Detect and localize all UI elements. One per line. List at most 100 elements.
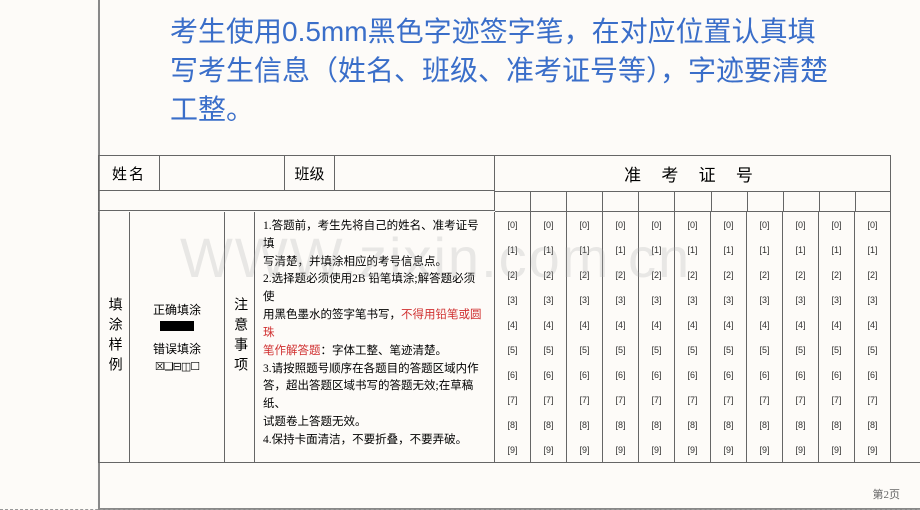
bubble-cell[interactable]: [5] [495,337,530,362]
bubble-cell[interactable]: [0] [638,212,674,237]
bubble-cell[interactable]: [3] [818,287,854,312]
bubble-cell[interactable]: [6] [818,362,854,387]
bubble-cell[interactable]: [7] [710,387,746,412]
bubble-cell[interactable]: [8] [818,412,854,437]
bubble-cell[interactable]: [1] [602,237,638,262]
bubble-cell[interactable]: [4] [638,312,674,337]
bubble-cell[interactable]: [7] [674,387,710,412]
bubble-cell[interactable]: [9] [818,437,854,462]
bubble-cell[interactable]: [3] [638,287,674,312]
bubble-cell[interactable]: [8] [710,412,746,437]
bubble-cell[interactable]: [9] [746,437,782,462]
bubble-cell[interactable]: [3] [710,287,746,312]
admission-digit-cell[interactable] [819,192,855,211]
bubble-cell[interactable]: [5] [638,337,674,362]
bubble-cell[interactable]: [1] [495,237,530,262]
bubble-cell[interactable]: [5] [746,337,782,362]
bubble-cell[interactable]: [5] [602,337,638,362]
bubble-cell[interactable]: [0] [710,212,746,237]
bubble-cell[interactable]: [0] [746,212,782,237]
bubble-cell[interactable]: [4] [674,312,710,337]
class-field[interactable] [335,156,495,190]
bubble-cell[interactable]: [0] [566,212,602,237]
bubble-cell[interactable]: [1] [782,237,818,262]
bubble-cell[interactable]: [2] [674,262,710,287]
bubble-cell[interactable]: [7] [638,387,674,412]
bubble-cell[interactable]: [6] [854,362,890,387]
bubble-cell[interactable]: [7] [495,387,530,412]
bubble-cell[interactable]: [6] [602,362,638,387]
bubble-cell[interactable]: [8] [602,412,638,437]
bubble-cell[interactable]: [9] [566,437,602,462]
bubble-cell[interactable]: [4] [710,312,746,337]
bubble-cell[interactable]: [4] [530,312,566,337]
bubble-cell[interactable]: [8] [854,412,890,437]
bubble-cell[interactable]: [8] [674,412,710,437]
bubble-cell[interactable]: [8] [495,412,530,437]
bubble-cell[interactable]: [3] [782,287,818,312]
bubble-cell[interactable]: [6] [530,362,566,387]
bubble-cell[interactable]: [4] [495,312,530,337]
bubble-cell[interactable]: [4] [566,312,602,337]
bubble-cell[interactable]: [2] [638,262,674,287]
bubble-cell[interactable]: [7] [818,387,854,412]
admission-digit-cell[interactable] [747,192,783,211]
admission-digit-cell[interactable] [495,192,530,211]
bubble-cell[interactable]: [2] [782,262,818,287]
bubble-cell[interactable]: [3] [530,287,566,312]
bubble-cell[interactable]: [1] [674,237,710,262]
bubble-cell[interactable]: [0] [602,212,638,237]
bubble-cell[interactable]: [1] [746,237,782,262]
bubble-cell[interactable]: [7] [602,387,638,412]
bubble-cell[interactable]: [2] [495,262,530,287]
bubble-cell[interactable]: [6] [782,362,818,387]
bubble-cell[interactable]: [2] [746,262,782,287]
bubble-cell[interactable]: [9] [710,437,746,462]
admission-digit-cell[interactable] [711,192,747,211]
bubble-cell[interactable]: [6] [674,362,710,387]
bubble-cell[interactable]: [6] [566,362,602,387]
bubble-cell[interactable]: [4] [818,312,854,337]
bubble-cell[interactable]: [5] [854,337,890,362]
bubble-cell[interactable]: [7] [746,387,782,412]
bubble-cell[interactable]: [2] [530,262,566,287]
bubble-cell[interactable]: [8] [638,412,674,437]
bubble-cell[interactable]: [4] [602,312,638,337]
name-field[interactable] [160,156,285,190]
admission-digit-cell[interactable] [602,192,638,211]
bubble-cell[interactable]: [9] [782,437,818,462]
bubble-cell[interactable]: [9] [495,437,530,462]
bubble-cell[interactable]: [2] [818,262,854,287]
bubble-cell[interactable]: [5] [818,337,854,362]
bubble-cell[interactable]: [5] [782,337,818,362]
bubble-cell[interactable]: [2] [566,262,602,287]
bubble-cell[interactable]: [9] [674,437,710,462]
bubble-cell[interactable]: [1] [638,237,674,262]
bubble-cell[interactable]: [1] [566,237,602,262]
bubble-cell[interactable]: [2] [710,262,746,287]
admission-digit-row[interactable] [495,192,891,212]
bubble-cell[interactable]: [0] [674,212,710,237]
bubble-cell[interactable]: [3] [674,287,710,312]
admission-digit-cell[interactable] [638,192,674,211]
admission-digit-cell[interactable] [783,192,819,211]
bubble-cell[interactable]: [8] [530,412,566,437]
admission-digit-cell[interactable] [530,192,566,211]
bubble-cell[interactable]: [8] [782,412,818,437]
bubble-cell[interactable]: [6] [495,362,530,387]
bubble-cell[interactable]: [0] [818,212,854,237]
bubble-cell[interactable]: [5] [566,337,602,362]
bubble-cell[interactable]: [4] [854,312,890,337]
bubble-cell[interactable]: [1] [854,237,890,262]
admission-digit-cell[interactable] [855,192,891,211]
admission-digit-cell[interactable] [566,192,602,211]
bubble-cell[interactable]: [3] [495,287,530,312]
bubble-cell[interactable]: [4] [746,312,782,337]
bubble-cell[interactable]: [0] [782,212,818,237]
bubble-cell[interactable]: [2] [854,262,890,287]
bubble-cell[interactable]: [7] [854,387,890,412]
admission-digit-cell[interactable] [674,192,710,211]
bubble-cell[interactable]: [5] [530,337,566,362]
bubble-cell[interactable]: [5] [710,337,746,362]
bubble-cell[interactable]: [9] [530,437,566,462]
